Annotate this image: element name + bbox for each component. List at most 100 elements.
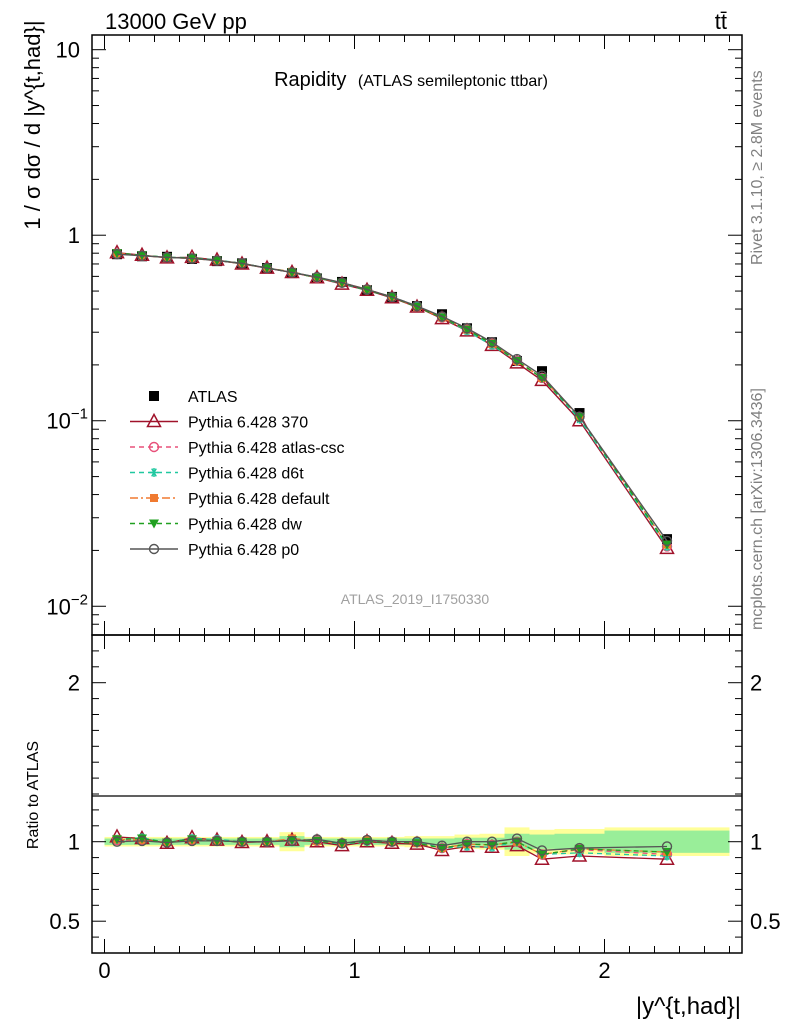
main-point-6-3 [186, 253, 198, 264]
ratio-point-5-16 [511, 833, 523, 844]
ratio-ytick-label-right-1: 1 [750, 830, 762, 855]
legend: ATLAS Pythia 6.428 370 Pythia 6.428 atlas-… [130, 389, 345, 559]
legend-entry-2: Pythia 6.428 atlas-csc [130, 440, 345, 457]
legend-label-5: Pythia 6.428 dw [188, 517, 302, 534]
main-point-5-17 [537, 373, 547, 383]
ratio-series-5 [111, 833, 673, 856]
main-ticks: 10 1 10−1 10−2 [46, 35, 742, 636]
ratio-point-4-18 [574, 844, 585, 854]
main-point-6-12 [411, 300, 423, 312]
ratio-xtick-label-2: 2 [598, 958, 610, 983]
main-series-6 [111, 249, 673, 547]
legend-marker-0 [149, 391, 159, 401]
ratio-xtick-label-0: 0 [98, 958, 110, 983]
watermark: ATLAS_2019_I1750330 [341, 591, 490, 607]
legend-entry-6: Pythia 6.428 p0 [130, 542, 299, 559]
ratio-ytick-label-right-0: 2 [750, 671, 762, 696]
y-axis-label: 1 / σ dσ / d |y^{t,had}| [20, 20, 45, 229]
ratio-point-5-3 [186, 835, 198, 847]
legend-label-1: Pythia 6.428 370 [188, 415, 308, 432]
ratio-ytick-label-0: 2 [68, 671, 80, 696]
main-point-6-14 [461, 323, 473, 334]
legend-marker-4 [150, 494, 158, 502]
x-axis-label-text: |y^{t,had}| [636, 993, 741, 1020]
main-marks [109, 244, 675, 555]
legend-label-3: Pythia 6.428 d6t [188, 466, 304, 483]
main-point-6-2 [161, 252, 173, 263]
ratio-point-5-14 [461, 836, 473, 847]
main-point-6-17 [536, 370, 548, 381]
main-point-6-1 [136, 250, 148, 261]
ratio-point-5-10 [361, 834, 373, 846]
main-point-6-9 [336, 277, 348, 288]
ratio-panel: 2 2 1 1 0.5 0.5 0 1 2 Ratio to ATLAS |y^{t,had}| [25, 634, 781, 1020]
energy-label: 13000 GeV pp [105, 9, 247, 34]
ratio-point-5-18 [574, 842, 585, 854]
legend-marker-3 [149, 468, 159, 477]
main-point-5-15 [487, 339, 497, 349]
main-point-6-10 [361, 284, 373, 295]
ratio-point-4-15 [487, 840, 497, 850]
legend-marker-2 [148, 441, 160, 453]
main-point-6-0 [111, 249, 123, 260]
legend-marker-1 [146, 412, 162, 428]
main-point-6-8 [311, 271, 323, 283]
ratio-point-5-9 [336, 838, 348, 849]
x-axis-label: |y^{t,had}| [636, 993, 741, 1020]
main-point-6-13 [436, 311, 448, 322]
main-ytick-label-0: 10 [56, 38, 80, 63]
ratio-point-5-4 [211, 835, 223, 847]
ratio-point-5-11 [386, 836, 398, 847]
main-point-0-19 [662, 534, 672, 545]
ratio-ytick-label-2: 0.5 [49, 909, 80, 934]
ratio-y-label: Ratio to ATLAS [25, 741, 42, 849]
main-point-6-7 [286, 267, 298, 278]
main-ytick-label-3: 10−2 [46, 591, 88, 619]
ratio-series-line-4 [116, 837, 668, 856]
ratio-point-4-13 [437, 844, 447, 854]
ratio-point-5-2 [161, 837, 173, 848]
main-panel: 10 1 10−1 10−2 Rapidity (ATLAS semileptonic… [20, 20, 743, 636]
main-point-6-6 [261, 262, 273, 274]
legend-entry-5: Pythia 6.428 dw [130, 517, 302, 534]
rivet-label: Rivet 3.1.10, ≥ 2.8M events [749, 70, 766, 265]
legend-marker-5 [149, 519, 159, 529]
legend-entry-1: Pythia 6.428 370 [130, 412, 308, 432]
ratio-point-5-6 [261, 836, 273, 847]
ratio-point-5-1 [136, 835, 148, 847]
ratio-band-stat-18 [554, 833, 605, 850]
legend-entry-3: Pythia 6.428 d6t [130, 466, 304, 483]
legend-label-0: ATLAS [188, 389, 238, 406]
main-point-5-16 [512, 356, 522, 366]
ratio-marks [109, 828, 675, 865]
legend-entry-0: ATLAS [149, 389, 238, 406]
ratio-frame [91, 634, 743, 954]
ratio-point-5-13 [436, 840, 448, 851]
legend-label-4: Pythia 6.428 default [188, 491, 330, 508]
ratio-point-5-19 [661, 841, 673, 852]
main-subtitle-text: (ATLAS semileptonic ttbar) [358, 73, 548, 90]
ratio-ticks: 2 2 1 1 0.5 0.5 0 1 2 [49, 635, 781, 983]
main-ytick-label-2: 10−1 [46, 406, 88, 434]
main-title-text: Rapidity [274, 69, 346, 91]
main-point-6-18 [574, 411, 585, 423]
ratio-point-5-7 [286, 835, 298, 847]
ratio-xtick-label-1: 1 [348, 958, 360, 983]
main-title: Rapidity (ATLAS semileptonic ttbar) [274, 69, 548, 91]
ratio-point-5-12 [411, 836, 423, 847]
ratio-band-stat-17 [529, 834, 555, 849]
main-point-6-16 [511, 353, 523, 365]
main-point-6-5 [236, 258, 248, 269]
ratio-point-5-15 [486, 836, 498, 847]
process-label: tt̄ [715, 9, 727, 34]
legend-label-6: Pythia 6.428 p0 [188, 542, 299, 559]
main-ytick-label-1: 1 [68, 223, 80, 248]
mcplots-label: mcplots.cern.ch [arXiv:1306.3436] [749, 388, 766, 630]
ratio-point-5-0 [111, 836, 123, 847]
main-point-6-4 [211, 255, 223, 266]
main-point-6-15 [486, 337, 498, 348]
legend-label-2: Pythia 6.428 atlas-csc [188, 440, 345, 457]
ratio-point-5-5 [236, 836, 248, 847]
main-point-6-19 [661, 535, 673, 547]
